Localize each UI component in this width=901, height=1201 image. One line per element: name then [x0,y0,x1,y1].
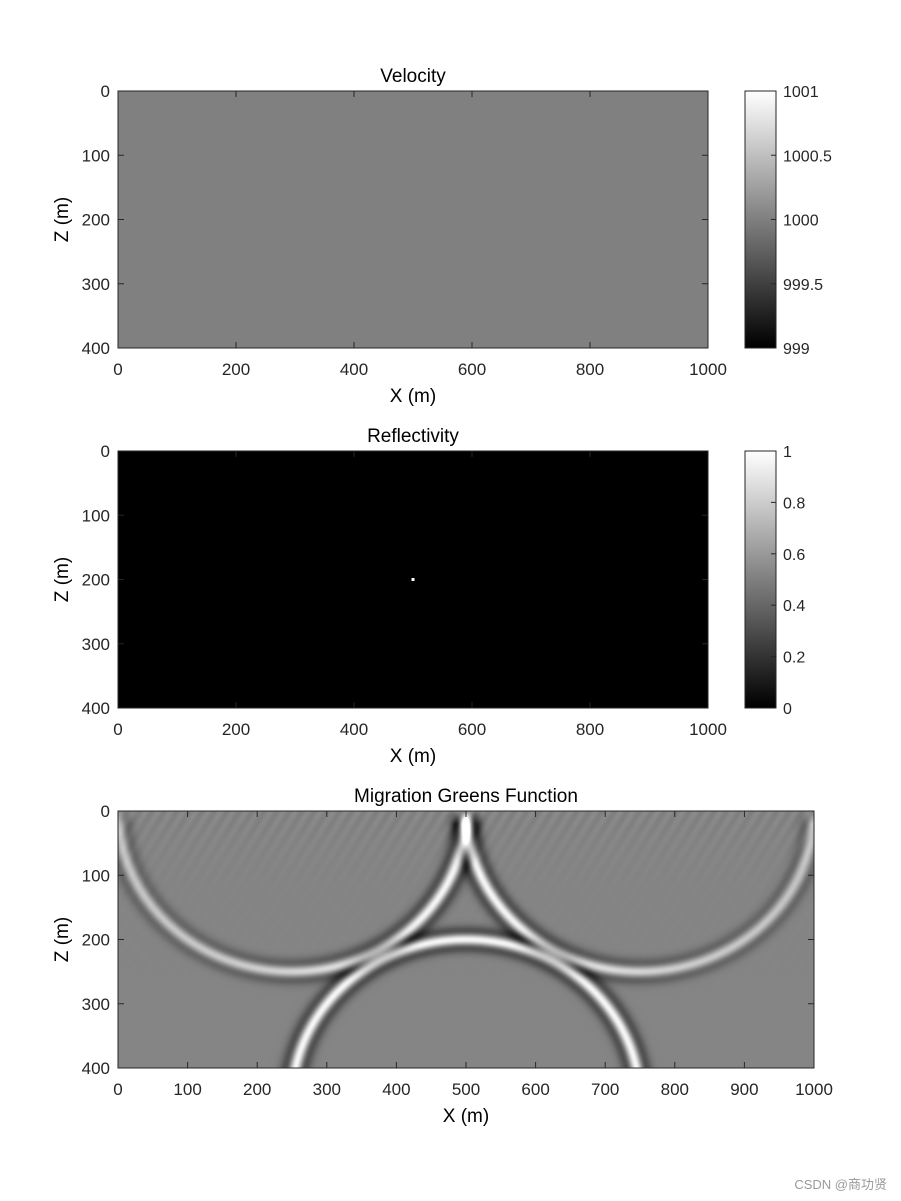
y-tick-label: 400 [82,1059,110,1078]
x-tick-label: 0 [113,720,122,739]
x-tick-label: 1000 [689,360,727,379]
colorbar-tick-label: 0 [783,701,792,718]
y-tick-label: 100 [82,146,110,165]
y-tick-label: 100 [82,506,110,525]
x-tick-label: 1000 [689,720,727,739]
x-tick-label: 0 [113,360,122,379]
panel-3: 0 100 200 300 400 500 600 700 800 900 1000 0 100 200 3… [52,786,833,1127]
y-tick-label: 0 [101,82,110,101]
y-tick-label: 300 [82,275,110,294]
colorbar-tick-label: 1000 [783,213,819,230]
greens-function-field [118,811,814,1068]
x-tick-label: 400 [340,360,368,379]
x-axis-label: X (m) [390,386,436,407]
x-tick-label: 600 [521,1080,549,1099]
x-tick-label: 0 [113,1080,122,1099]
y-tick-label: 200 [82,211,110,230]
x-tick-label: 500 [452,1080,480,1099]
y-tick-label: 100 [82,866,110,885]
x-tick-label: 200 [222,720,250,739]
x-tick-label: 800 [576,360,604,379]
x-tick-label: 900 [730,1080,758,1099]
x-tick-label: 800 [661,1080,689,1099]
y-tick-label: 200 [82,571,110,590]
colorbar-tick-label: 999 [783,341,810,358]
y-tick-label: 400 [82,339,110,358]
colorbar-tick-label: 1 [783,444,792,461]
y-tick-label: 300 [82,995,110,1014]
colorbar [744,450,777,709]
colorbar-tick-label: 0.6 [783,547,805,564]
x-tick-label: 600 [458,720,486,739]
y-tick-label: 400 [82,699,110,718]
x-tick-label: 600 [458,360,486,379]
x-tick-label: 400 [340,720,368,739]
x-tick-label: 100 [173,1080,201,1099]
x-tick-label: 200 [243,1080,271,1099]
x-tick-label: 800 [576,720,604,739]
velocity-field [118,91,708,348]
y-tick-label: 0 [101,802,110,821]
y-axis-label: Z (m) [52,557,73,602]
y-axis-label: Z (m) [52,917,73,962]
colorbar-tick-label: 0.2 [783,650,805,667]
chart-title: Reflectivity [367,426,459,447]
colorbar-tick-label: 1000.5 [783,148,832,165]
panel-1: 0 200 400 600 800 1000 0 100 200 300 400 Velocity X … [52,66,832,407]
y-tick-label: 0 [101,442,110,461]
chart-title: Migration Greens Function [354,786,578,807]
colorbar-tick-label: 0.8 [783,495,805,512]
colorbar-tick-label: 999.5 [783,277,823,294]
colorbar-tick-label: 0.4 [783,598,805,615]
x-axis-label: X (m) [443,1106,489,1127]
x-axis-label: X (m) [390,746,436,767]
x-tick-label: 1000 [795,1080,833,1099]
chart-title: Velocity [380,66,446,87]
colorbar [744,90,777,349]
x-tick-label: 300 [313,1080,341,1099]
y-tick-label: 300 [82,635,110,654]
x-tick-label: 400 [382,1080,410,1099]
y-tick-label: 200 [82,931,110,950]
panel-2: 0 200 400 600 800 1000 0 100 200 300 400 Reflectivi… [52,426,805,767]
point-reflector [411,578,415,581]
watermark: CSDN @商功贤 [794,1177,887,1192]
x-tick-label: 700 [591,1080,619,1099]
y-axis-label: Z (m) [52,197,73,242]
colorbar-tick-label: 1001 [783,84,819,101]
x-tick-label: 200 [222,360,250,379]
